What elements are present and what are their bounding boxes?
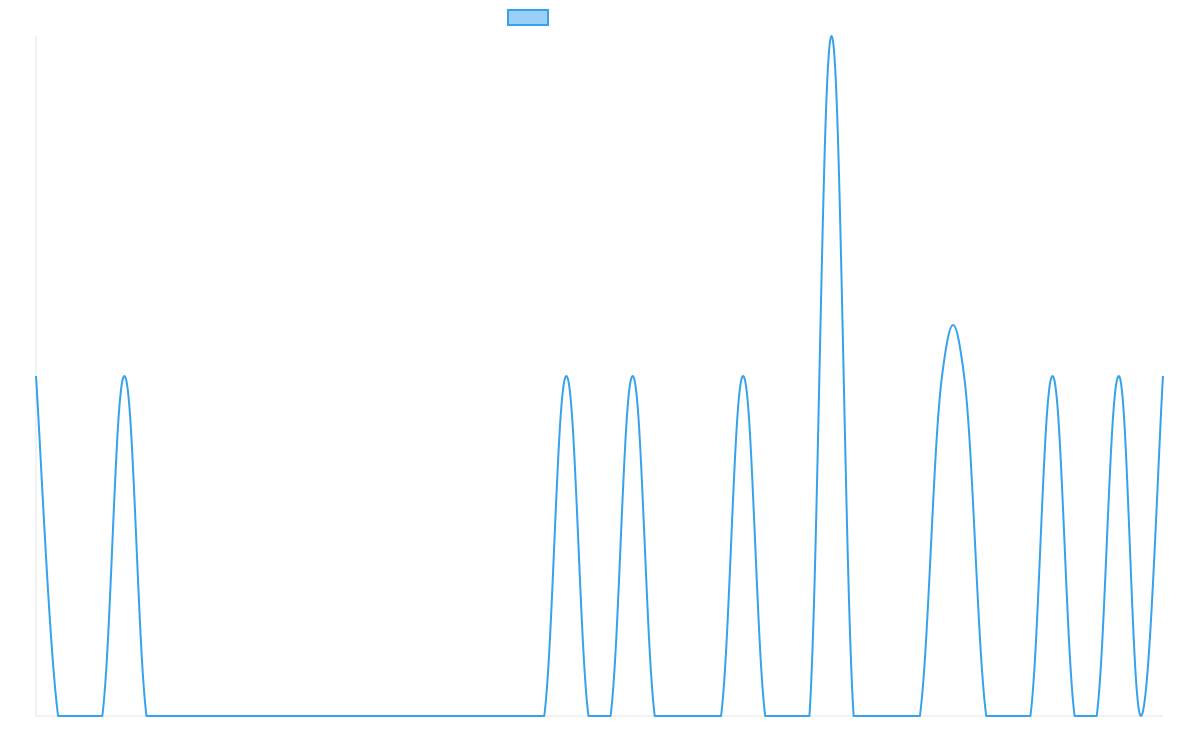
data-point[interactable] bbox=[541, 713, 547, 719]
data-point[interactable] bbox=[254, 713, 260, 719]
legend[interactable] bbox=[507, 9, 549, 26]
data-point[interactable] bbox=[1072, 713, 1078, 719]
data-point[interactable] bbox=[674, 713, 680, 719]
data-point[interactable] bbox=[563, 373, 569, 379]
data-point[interactable] bbox=[630, 373, 636, 379]
data-point[interactable] bbox=[961, 373, 967, 379]
data-point[interactable] bbox=[453, 713, 459, 719]
series-line-1 bbox=[35, 35, 1164, 717]
data-point[interactable] bbox=[939, 373, 945, 379]
data-point[interactable] bbox=[1138, 713, 1144, 719]
data-point[interactable] bbox=[364, 713, 370, 719]
data-point[interactable] bbox=[188, 713, 194, 719]
data-point[interactable] bbox=[762, 713, 768, 719]
data-point[interactable] bbox=[585, 713, 591, 719]
data-point[interactable] bbox=[298, 713, 304, 719]
data-point[interactable] bbox=[696, 713, 702, 719]
data-point[interactable] bbox=[895, 713, 901, 719]
data-point[interactable] bbox=[210, 713, 216, 719]
data-point[interactable] bbox=[608, 713, 614, 719]
legend-swatch-series-1[interactable] bbox=[507, 9, 549, 26]
data-point[interactable] bbox=[829, 33, 835, 39]
data-point[interactable] bbox=[387, 713, 393, 719]
data-point[interactable] bbox=[519, 713, 525, 719]
data-point[interactable] bbox=[652, 713, 658, 719]
data-point[interactable] bbox=[873, 713, 879, 719]
data-point[interactable] bbox=[497, 713, 503, 719]
data-point[interactable] bbox=[917, 713, 923, 719]
data-point[interactable] bbox=[55, 713, 61, 719]
data-point[interactable] bbox=[143, 713, 149, 719]
data-point[interactable] bbox=[99, 713, 105, 719]
data-point[interactable] bbox=[1160, 373, 1166, 379]
data-point[interactable] bbox=[718, 713, 724, 719]
data-point[interactable] bbox=[1116, 373, 1122, 379]
data-point[interactable] bbox=[1050, 373, 1056, 379]
data-point[interactable] bbox=[983, 713, 989, 719]
data-point[interactable] bbox=[121, 373, 127, 379]
data-point[interactable] bbox=[166, 713, 172, 719]
data-point[interactable] bbox=[1027, 713, 1033, 719]
data-point[interactable] bbox=[851, 713, 857, 719]
data-point[interactable] bbox=[431, 713, 437, 719]
chart-axes bbox=[35, 36, 1163, 717]
data-point[interactable] bbox=[1005, 713, 1011, 719]
data-point[interactable] bbox=[409, 713, 415, 719]
data-point[interactable] bbox=[740, 373, 746, 379]
data-point[interactable] bbox=[232, 713, 238, 719]
data-point[interactable] bbox=[1094, 713, 1100, 719]
data-point[interactable] bbox=[784, 713, 790, 719]
data-point[interactable] bbox=[475, 713, 481, 719]
series-layer bbox=[33, 33, 1166, 719]
data-point[interactable] bbox=[342, 713, 348, 719]
data-point[interactable] bbox=[33, 373, 39, 379]
data-point[interactable] bbox=[806, 713, 812, 719]
data-point[interactable] bbox=[276, 713, 282, 719]
data-point[interactable] bbox=[77, 713, 83, 719]
data-point[interactable] bbox=[320, 713, 326, 719]
